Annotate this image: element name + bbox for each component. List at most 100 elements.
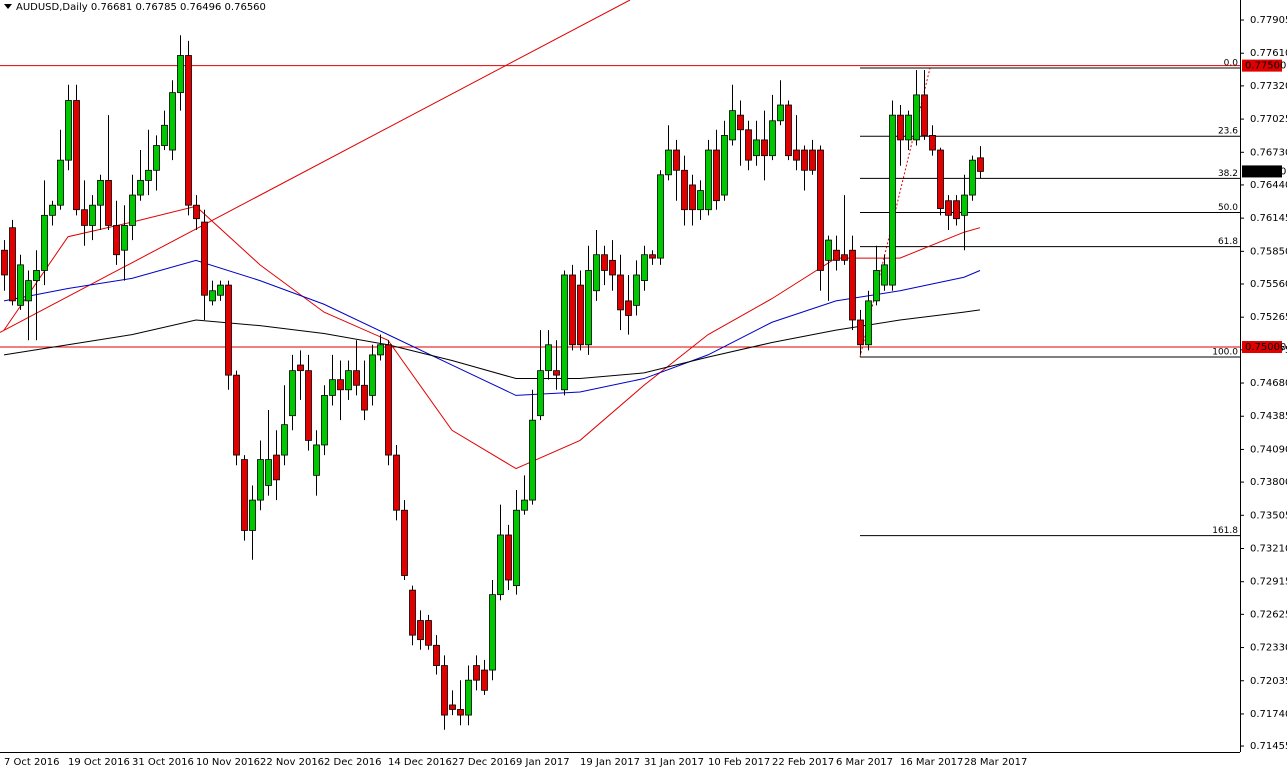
x-tick-label: 22 Feb 2017 bbox=[772, 757, 834, 768]
y-tick-label: 0.77025 bbox=[1250, 114, 1287, 125]
x-tick-label: 19 Jan 2017 bbox=[580, 757, 640, 768]
candle-body bbox=[337, 379, 344, 391]
candle-body bbox=[449, 704, 456, 710]
price-label-box bbox=[1242, 59, 1282, 72]
candle-body bbox=[297, 364, 304, 372]
candle-body bbox=[745, 129, 752, 161]
candle-body bbox=[305, 370, 312, 441]
candle-body bbox=[841, 254, 848, 261]
candle-body bbox=[73, 100, 80, 211]
y-tick-label: 0.72035 bbox=[1250, 676, 1287, 687]
candle-body bbox=[817, 149, 824, 271]
candle-body bbox=[9, 227, 16, 302]
candle-body bbox=[777, 104, 784, 122]
candle-body bbox=[569, 274, 576, 346]
y-tick-label: 0.76145 bbox=[1250, 213, 1287, 224]
candle-body bbox=[521, 499, 528, 511]
candle-body bbox=[649, 254, 656, 259]
header-arrow bbox=[4, 4, 12, 9]
candle-body bbox=[409, 589, 416, 636]
price-label: 0.75000 bbox=[1245, 342, 1286, 353]
candle-body bbox=[497, 534, 504, 596]
quote-close: 0.76560 bbox=[225, 2, 266, 13]
candle-body bbox=[241, 459, 248, 531]
candle-body bbox=[801, 149, 808, 171]
candle-body bbox=[41, 214, 48, 271]
x-tick-label: 28 Mar 2017 bbox=[964, 757, 1027, 768]
candle-body bbox=[617, 274, 624, 311]
candle-body bbox=[577, 284, 584, 346]
candle-body bbox=[705, 149, 712, 211]
candle-body bbox=[289, 370, 296, 417]
moving-average bbox=[3, 259, 981, 396]
x-tick-label: 16 Mar 2017 bbox=[900, 757, 963, 768]
candle-body bbox=[873, 270, 880, 302]
header: AUDUSD,Daily 0.76681 0.76785 0.76496 0.7… bbox=[16, 2, 266, 13]
x-tick-label: 19 Oct 2016 bbox=[68, 757, 130, 768]
candle-body bbox=[457, 709, 464, 716]
candle-body bbox=[441, 665, 448, 716]
candle-body bbox=[193, 204, 200, 220]
candle-body bbox=[889, 114, 896, 286]
x-tick-label: 31 Jan 2017 bbox=[644, 757, 704, 768]
candle-body bbox=[809, 149, 816, 171]
candle-body bbox=[513, 509, 520, 587]
candle-body bbox=[433, 644, 440, 666]
candle-body bbox=[153, 145, 160, 171]
candle-body bbox=[961, 194, 968, 216]
candle-body bbox=[361, 384, 368, 411]
trendline bbox=[0, 0, 631, 333]
candle-body bbox=[233, 374, 240, 456]
candle-body bbox=[793, 149, 800, 161]
x-tick-label: 22 Nov 2016 bbox=[260, 757, 324, 768]
candle-body bbox=[489, 594, 496, 671]
x-tick-label: 7 Oct 2016 bbox=[4, 757, 59, 768]
x-tick-label: 9 Jan 2017 bbox=[516, 757, 570, 768]
candle-body bbox=[81, 209, 88, 226]
candle-body bbox=[401, 509, 408, 576]
candle-body bbox=[177, 55, 184, 94]
candle-body bbox=[105, 180, 112, 226]
current-price-box bbox=[1242, 165, 1282, 178]
candle-body bbox=[417, 620, 424, 641]
candle-body bbox=[481, 669, 488, 691]
candle-body bbox=[185, 55, 192, 206]
candle-body bbox=[921, 94, 928, 136]
candle-body bbox=[217, 284, 224, 296]
candle-body bbox=[769, 120, 776, 157]
candle-body bbox=[33, 270, 40, 282]
x-tick-label: 6 Mar 2017 bbox=[836, 757, 893, 768]
x-tick-label: 27 Dec 2016 bbox=[452, 757, 516, 768]
candle-body bbox=[857, 319, 864, 346]
candle-body bbox=[65, 100, 72, 161]
candle-body bbox=[969, 159, 976, 196]
candle-body bbox=[465, 679, 472, 716]
candle-body bbox=[689, 184, 696, 211]
candle-body bbox=[601, 254, 608, 271]
candle-body bbox=[273, 454, 280, 481]
x-tick-label: 2 Dec 2016 bbox=[324, 757, 382, 768]
fib-level-label: 100.0 bbox=[1212, 348, 1238, 358]
candle-body bbox=[673, 149, 680, 171]
candle-body bbox=[329, 379, 336, 396]
quote-high: 0.76785 bbox=[135, 2, 176, 13]
fib-level-label: 61.8 bbox=[1218, 237, 1238, 247]
moving-average bbox=[3, 205, 981, 470]
candle-body bbox=[17, 264, 24, 306]
candle-body bbox=[937, 149, 944, 209]
candle-body bbox=[697, 190, 704, 211]
candle-body bbox=[385, 344, 392, 456]
y-tick-label: 0.71455 bbox=[1250, 741, 1287, 752]
candle-body bbox=[929, 135, 936, 151]
candle-body bbox=[585, 270, 592, 346]
candle-body bbox=[633, 274, 640, 306]
fib-level-label: 0.0 bbox=[1224, 58, 1239, 68]
